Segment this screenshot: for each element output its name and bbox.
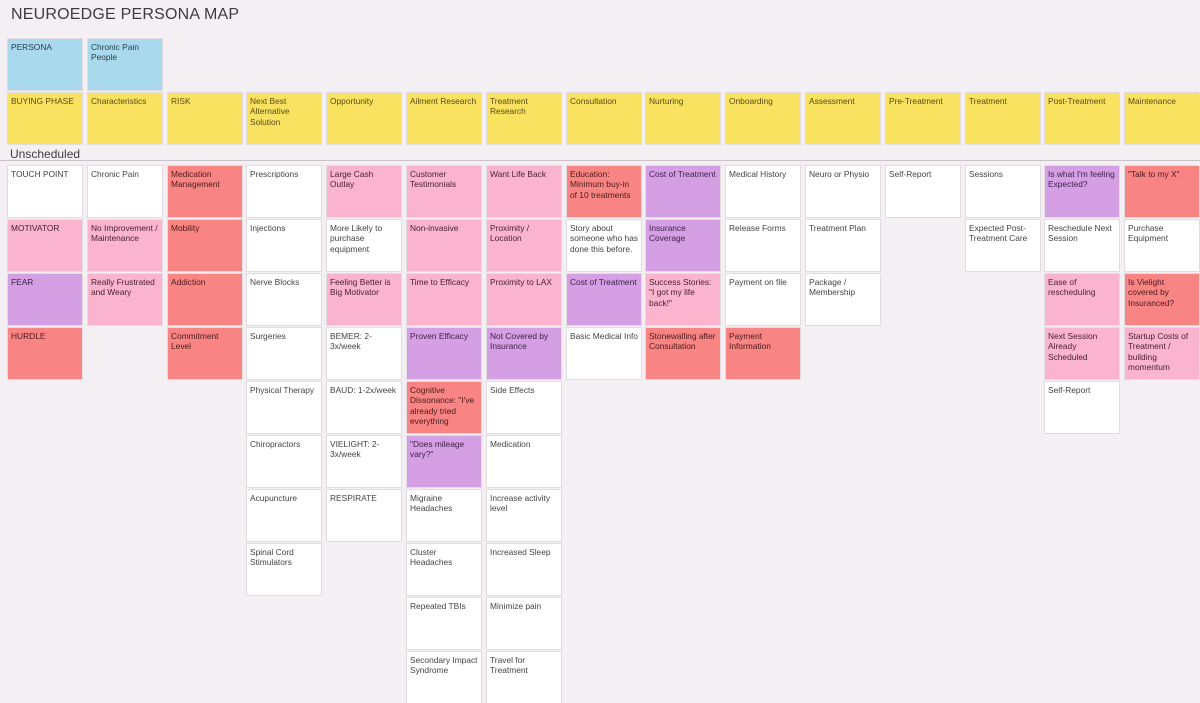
phase-header-note[interactable]: Pre-Treatment (886, 93, 960, 144)
sticky-note[interactable]: Reschedule Next Session (1045, 220, 1119, 271)
sticky-note[interactable]: Payment on file (726, 274, 800, 325)
sticky-note[interactable]: Success Stories: "I got my life back!" (646, 274, 720, 325)
sticky-note[interactable]: Acupuncture (247, 490, 321, 541)
phase-header-note[interactable]: Maintenance (1125, 93, 1199, 144)
sticky-note[interactable]: Medication Management (168, 166, 242, 217)
sticky-note[interactable]: Purchase Equipment (1125, 220, 1199, 271)
sticky-note[interactable]: Prescriptions (247, 166, 321, 217)
sticky-note[interactable]: Not Covered by Insurance (487, 328, 561, 379)
sticky-note[interactable]: BAUD: 1-2x/week (327, 382, 401, 433)
sticky-note[interactable]: Nerve Blocks (247, 274, 321, 325)
sticky-note[interactable]: Want Life Back (487, 166, 561, 217)
sticky-note[interactable]: Insurance Coverage (646, 220, 720, 271)
sticky-note[interactable]: "Talk to my X" (1125, 166, 1199, 217)
sticky-note[interactable]: Treatment Plan (806, 220, 880, 271)
sticky-note[interactable]: HURDLE (8, 328, 82, 379)
phase-header-note[interactable]: Ailment Research (407, 93, 481, 144)
sticky-note[interactable]: Addiction (168, 274, 242, 325)
sticky-note[interactable]: FEAR (8, 274, 82, 325)
sticky-note[interactable]: Proven Efficacy (407, 328, 481, 379)
sticky-note[interactable]: Cognitive Dissonance: "I've already trie… (407, 382, 481, 433)
sticky-note[interactable]: Commitment Level (168, 328, 242, 379)
phase-header-note[interactable]: Nurturing (646, 93, 720, 144)
sticky-note[interactable]: Cost of Treatment (646, 166, 720, 217)
sticky-note[interactable]: Cost of Treatment (567, 274, 641, 325)
sticky-note[interactable]: Basic Medical Info (567, 328, 641, 379)
sticky-note[interactable]: "Does mileage vary?" (407, 436, 481, 487)
sticky-note[interactable]: Neuro or Physio (806, 166, 880, 217)
sticky-note[interactable]: Medication (487, 436, 561, 487)
persona-value-note[interactable]: Chronic Pain People (88, 39, 162, 90)
sticky-note[interactable]: Ease of rescheduling (1045, 274, 1119, 325)
sticky-note[interactable]: Self-Report (886, 166, 960, 217)
sticky-note[interactable]: Chiropractors (247, 436, 321, 487)
sticky-note[interactable]: Mobility (168, 220, 242, 271)
sticky-note[interactable]: Migraine Headaches (407, 490, 481, 541)
sticky-note[interactable]: Secondary Impact Syndrome (407, 652, 481, 703)
sticky-note[interactable]: No Improvement / Maintenance (88, 220, 162, 271)
sticky-note[interactable]: Surgeries (247, 328, 321, 379)
sticky-note[interactable]: Minimize pain (487, 598, 561, 649)
phase-header-note[interactable]: RISK (168, 93, 242, 144)
sticky-note[interactable]: Chronic Pain (88, 166, 162, 217)
sticky-note[interactable]: Non-invasive (407, 220, 481, 271)
sticky-note[interactable]: Startup Costs of Treatment / building mo… (1125, 328, 1199, 379)
sticky-note[interactable]: Really Frustrated and Weary (88, 274, 162, 325)
phase-header-note[interactable]: Characteristics (88, 93, 162, 144)
phase-header-note[interactable]: Assessment (806, 93, 880, 144)
sticky-note[interactable]: RESPIRATE (327, 490, 401, 541)
sticky-note[interactable]: Sessions (966, 166, 1040, 217)
sticky-note[interactable]: Large Cash Outlay (327, 166, 401, 217)
sticky-note[interactable]: Repeated TBIs (407, 598, 481, 649)
sticky-note[interactable]: Travel for Treatment (487, 652, 561, 703)
sticky-note[interactable]: MOTIVATOR (8, 220, 82, 271)
sticky-note[interactable]: Is Vielight covered by Insuranced? (1125, 274, 1199, 325)
sticky-note[interactable]: Cluster Headaches (407, 544, 481, 595)
sticky-note[interactable]: Education: Minimum buy-in of 10 treatmen… (567, 166, 641, 217)
phase-header-note[interactable]: Treatment (966, 93, 1040, 144)
phase-header-note[interactable]: Treatment Research (487, 93, 561, 144)
sticky-note[interactable]: Spinal Cord Stimulators (247, 544, 321, 595)
sticky-note[interactable]: Self-Report (1045, 382, 1119, 433)
sticky-note[interactable]: TOUCH POINT (8, 166, 82, 217)
sticky-note[interactable]: Increase activity level (487, 490, 561, 541)
phase-header-note[interactable]: Onboarding (726, 93, 800, 144)
sticky-note[interactable]: Physical Therapy (247, 382, 321, 433)
sticky-note[interactable]: Time to Efficacy (407, 274, 481, 325)
phase-header-note[interactable]: Opportunity (327, 93, 401, 144)
sticky-note[interactable]: Feeling Better is Big Motivator (327, 274, 401, 325)
sticky-note[interactable]: Payment Information (726, 328, 800, 379)
sticky-note[interactable]: Proximity / Location (487, 220, 561, 271)
sticky-note[interactable]: Side Effects (487, 382, 561, 433)
sticky-note[interactable]: Is what I'm feeling Expected? (1045, 166, 1119, 217)
lane-label-unscheduled: Unscheduled (10, 147, 81, 161)
sticky-note[interactable]: VIELIGHT: 2-3x/week (327, 436, 401, 487)
sticky-note[interactable]: Release Forms (726, 220, 800, 271)
phase-header-note[interactable]: Consultation (567, 93, 641, 144)
lane-divider (0, 160, 1200, 161)
persona-label-note[interactable]: PERSONA (8, 39, 82, 90)
sticky-note[interactable]: Expected Post-Treatment Care (966, 220, 1040, 271)
board-title: NEUROEDGE PERSONA MAP (11, 6, 240, 23)
sticky-note[interactable]: Next Session Already Scheduled (1045, 328, 1119, 379)
phase-header-note[interactable]: Post-Treatment (1045, 93, 1119, 144)
sticky-note[interactable]: Customer Testimonials (407, 166, 481, 217)
sticky-note[interactable]: Medical History (726, 166, 800, 217)
phase-header-note[interactable]: BUYING PHASE (8, 93, 82, 144)
sticky-note[interactable]: Increased Sleep (487, 544, 561, 595)
sticky-note[interactable]: Injections (247, 220, 321, 271)
sticky-note[interactable]: Proximity to LAX (487, 274, 561, 325)
sticky-note[interactable]: BEMER: 2-3x/week (327, 328, 401, 379)
sticky-note[interactable]: Story about someone who has done this be… (567, 220, 641, 271)
sticky-note[interactable]: More Likely to purchase equipment (327, 220, 401, 271)
phase-header-note[interactable]: Next Best Alternative Solution (247, 93, 321, 144)
sticky-note[interactable]: Stonewalling after Consultation (646, 328, 720, 379)
sticky-note[interactable]: Package / Membership (806, 274, 880, 325)
